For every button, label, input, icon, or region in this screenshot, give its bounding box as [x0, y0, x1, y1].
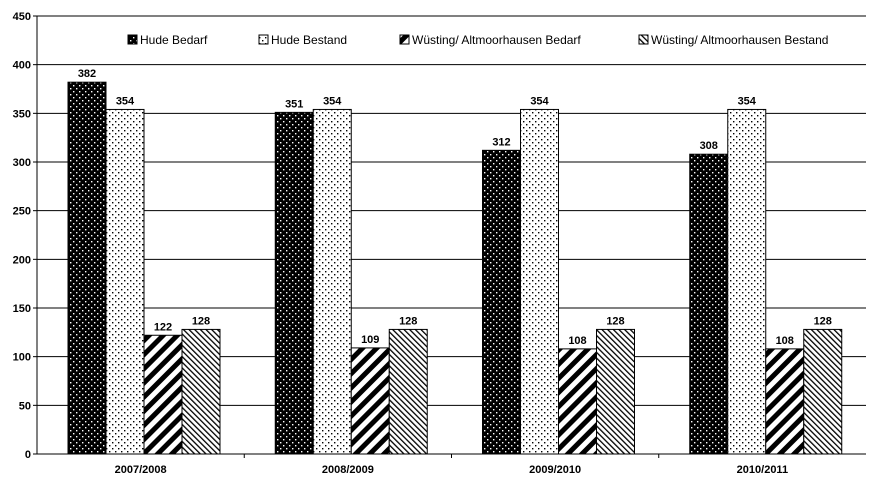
data-label: 354: [323, 95, 342, 107]
y-tick-label: 50: [19, 400, 31, 412]
bar: [67, 81, 107, 455]
legend-swatch: [258, 34, 269, 45]
data-label: 108: [776, 335, 794, 347]
data-label: 354: [530, 95, 549, 107]
bar: [558, 348, 597, 455]
y-tick-label: 200: [13, 254, 31, 266]
bar: [350, 347, 390, 455]
legend-label: Hude Bedarf: [140, 33, 208, 47]
data-label: 128: [399, 315, 417, 327]
data-label: 122: [154, 321, 172, 333]
y-tick-label: 300: [13, 157, 31, 169]
bar: [727, 108, 767, 455]
data-label: 108: [568, 335, 586, 347]
y-tick-label: 100: [13, 352, 31, 364]
x-tick-label: 2009/2010: [529, 464, 581, 476]
legend-swatch: [127, 34, 138, 45]
bar: [482, 149, 521, 455]
data-label: 308: [700, 140, 718, 152]
y-tick-label: 350: [13, 108, 31, 120]
y-tick-label: 150: [13, 303, 31, 315]
data-label: 382: [78, 68, 96, 80]
bar: [765, 348, 805, 455]
legend-label: Hude Bestand: [271, 33, 347, 47]
bar: [803, 328, 843, 455]
data-label: 354: [116, 95, 135, 107]
bar: [520, 108, 559, 455]
bar: [105, 108, 145, 455]
x-tick-label: 2007/2008: [115, 464, 167, 476]
legend-swatch: [638, 34, 649, 45]
data-label: 109: [361, 334, 379, 346]
legend-label: Wüsting/ Altmoorhausen Bedarf: [412, 33, 581, 47]
bar: [689, 153, 729, 455]
y-tick-label: 400: [13, 60, 31, 72]
data-label: 128: [606, 315, 624, 327]
data-label: 128: [814, 315, 832, 327]
bar: [181, 328, 221, 455]
data-label: 354: [738, 95, 757, 107]
data-label: 128: [192, 315, 210, 327]
bar: [596, 328, 635, 455]
x-tick-label: 2010/2011: [737, 464, 788, 476]
y-tick-label: 0: [25, 449, 31, 461]
legend-label: Wüsting/ Altmoorhausen Bestand: [651, 33, 828, 47]
data-label: 351: [285, 98, 303, 110]
bar: [274, 111, 314, 455]
bar: [143, 334, 183, 455]
data-label: 312: [492, 136, 510, 148]
bar: [312, 108, 352, 455]
y-tick-label: 250: [13, 206, 31, 218]
x-tick-label: 2008/2009: [322, 464, 374, 476]
y-tick-label: 450: [13, 11, 31, 23]
bar: [388, 328, 428, 455]
legend-swatch: [399, 34, 410, 45]
